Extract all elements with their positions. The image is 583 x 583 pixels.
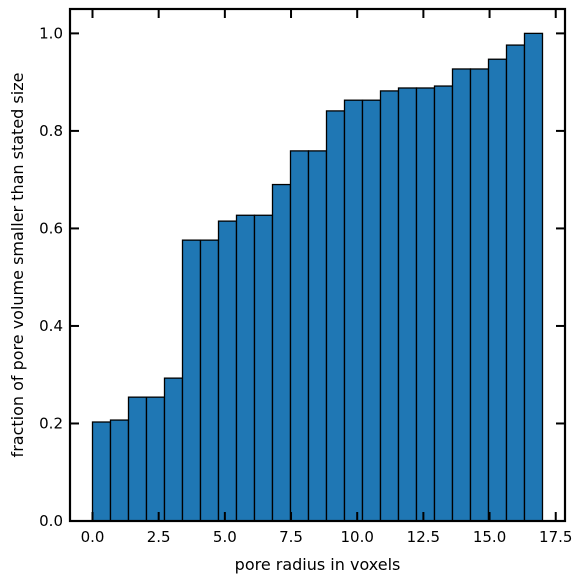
histogram-bar (451, 68, 472, 522)
histogram-bar (523, 32, 544, 522)
y-tick-label: 0.2 (39, 414, 63, 432)
histogram-bar (325, 110, 346, 522)
y-tick-label: 0.6 (39, 219, 63, 237)
histogram-bar (91, 421, 112, 522)
histogram-bar (253, 214, 274, 522)
x-tick-label: 0.0 (81, 528, 105, 546)
histogram-bar (271, 183, 292, 522)
x-tick-label: 7.5 (279, 528, 303, 546)
y-axis-label: fraction of pore volume smaller than sta… (8, 73, 27, 458)
histogram-bar (145, 396, 166, 522)
histogram-bar (109, 419, 130, 522)
x-tick-label: 5.0 (213, 528, 237, 546)
histogram-bar (235, 214, 256, 522)
histogram-bar (397, 87, 418, 522)
histogram-bar (199, 239, 220, 522)
histogram-bar (307, 150, 328, 522)
y-tick-label: 0.8 (39, 122, 63, 140)
histogram-bar (487, 58, 508, 522)
histogram-bar (469, 68, 490, 522)
histogram-bar (127, 396, 148, 522)
histogram-bar (433, 85, 454, 522)
x-tick-label: 10.0 (341, 528, 374, 546)
ticks-group: 0.0 2.5 5.0 7.5 10.0 12.5 15.0 17.5 0.0 0.2 0.4 0.6… (39, 9, 572, 546)
y-tick-label: 0.4 (39, 317, 63, 335)
x-axis-label: pore radius in voxels (235, 555, 401, 574)
x-tick-label: 15.0 (473, 528, 506, 546)
histogram-bar (163, 377, 184, 522)
histogram-bar (217, 220, 238, 522)
histogram-bar (343, 99, 364, 522)
bars-group (91, 32, 544, 522)
histogram-bar (505, 44, 526, 522)
x-tick-label: 12.5 (407, 528, 440, 546)
y-tick-label: 1.0 (39, 24, 63, 42)
plot-frame (68, 7, 567, 523)
x-tick-label: 17.5 (539, 528, 572, 546)
histogram-bar (379, 90, 400, 522)
histogram-bar (415, 87, 436, 522)
histogram-bar (289, 150, 310, 522)
x-tick-label: 2.5 (147, 528, 171, 546)
y-tick-label: 0.0 (39, 512, 63, 530)
histogram-bar (181, 239, 202, 522)
histogram-bar (361, 99, 382, 522)
